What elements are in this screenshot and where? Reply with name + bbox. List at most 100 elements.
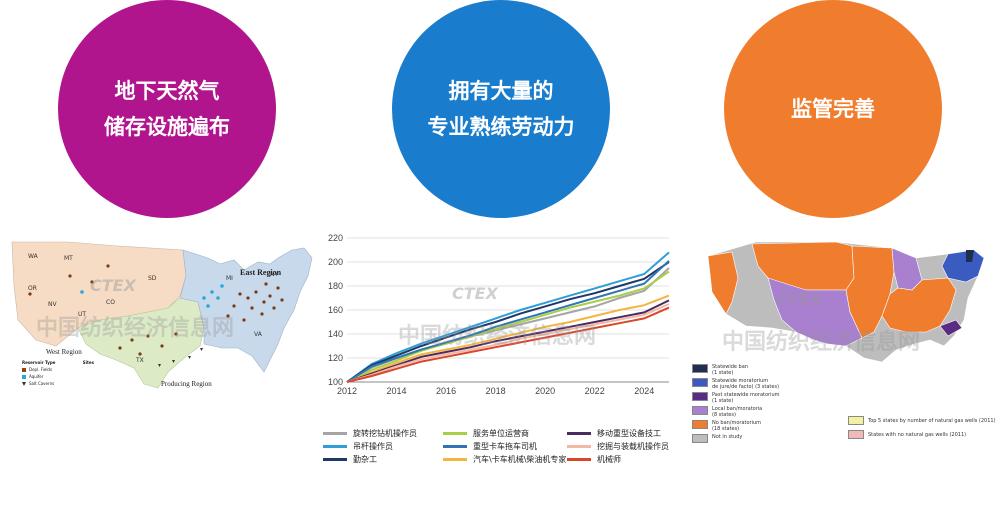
legend-label: 吊杆操作员 [353,442,393,451]
labor-growth-chart-plot: 100 120 140 160 180 200 220 2012 2014 2016 2018 202… [328,233,670,396]
legend-label: States with no natural gas wells (2011) [868,432,967,438]
legend-label: Past statewide moratorium (1 state) [712,392,780,404]
watermark-logo: CTEX [452,284,498,303]
legend-swatch [692,392,708,401]
circle-1-line-1: 地下天然气 [114,79,220,103]
labor-growth-chart: 100 120 140 160 180 200 220 2012 2014 2016 2018 202… [315,228,690,468]
y-tick-label: 100 [328,377,343,387]
storage-facilities-circle: 地下天然气 储存设施遍布 [58,0,276,218]
legend-label: Top 5 states by number of natural gas we… [868,418,996,424]
series-line-5 [346,294,670,383]
circle-2-line-1: 拥有大量的 [448,79,554,103]
regulation-circle: 监管完善 [724,0,942,218]
svg-text:UT: UT [78,311,86,318]
y-tick-label: 140 [328,329,343,339]
producing-region-shape [77,297,205,389]
legend-label: Not in study [712,434,743,440]
legend-swatch [443,432,467,435]
storage-map-legend: Reservoir Type Sites Depl. Fields Aquife… [22,360,94,386]
legend-item-label: Aquifer [29,374,44,379]
svg-text:MT: MT [64,255,73,262]
x-tick-label: 2012 [337,386,357,396]
svg-text:SD: SD [148,275,157,282]
legend-swatch [692,406,708,415]
east-region-label: East Region [240,268,282,277]
depleted-field-icon [22,367,26,372]
legend-label: 服务单位运营商 [473,429,529,438]
legend-label: 旋转挖钻机操作员 [353,429,417,438]
salt-cavern-markers [158,348,203,367]
legend-label: 机械师 [597,455,621,464]
y-tick-label: 220 [328,233,343,243]
state-labels: WA MT OR NV UT CO SD TX MI NY VA [28,253,278,364]
legend-swatch [692,434,708,443]
storage-map-graphic: WA MT OR NV UT CO SD TX MI NY VA [11,241,313,389]
legend-swatch [692,364,708,373]
east-region-shape [179,247,313,373]
regulation-map-graphic [707,241,985,363]
legend-swatch [323,445,347,448]
legend-label: Statewide ban (1 state) [712,364,748,376]
legend-swatch [848,430,864,439]
series-line-3 [346,270,670,383]
regulation-map: Statewide ban (1 state) Statewide morator… [686,228,1000,488]
x-tick-label: 2022 [585,386,605,396]
legend-item-label: Salt Caverns [29,381,55,386]
y-tick-label: 120 [328,353,343,363]
series-line-6 [346,299,670,383]
salt-cavern-icon [22,381,26,386]
legend-label: 挖掘与装载机操作员 [597,442,669,451]
aquifer-markers [80,284,224,308]
legend-swatch [692,420,708,429]
west-region-label: West Region [46,348,82,356]
watermark-text: 中国纺织经济信息网 [398,324,597,349]
circle-3-line-1: 监管完善 [791,97,875,121]
x-tick-label: 2020 [535,386,555,396]
legend-label: 移动重型设备技工 [597,429,661,438]
state-shape [767,277,863,347]
legend-swatch [323,458,347,461]
depleted-field-markers [28,264,284,356]
y-tick-label: 160 [328,305,343,315]
aquifer-icon [22,374,26,379]
legend-label: 汽车\卡车机械\柴油机专家 [473,455,567,464]
watermark-text: 中国纺织经济信息网 [36,316,235,341]
svg-text:OR: OR [28,285,37,292]
legend-swatch [443,458,467,461]
svg-text:CO: CO [106,299,115,306]
x-tick-label: 2018 [486,386,506,396]
state-shape [707,251,739,315]
series-line-8 [346,306,670,383]
legend-swatch [443,445,467,448]
legend-label: Local ban/moratoria (8 states) [712,406,763,418]
state-shape [941,249,985,283]
svg-text:VA: VA [254,331,263,338]
circle-2-line-2: 专业熟练劳动力 [427,115,575,139]
legend-item: Depl. Fields [22,367,94,372]
storage-map: WA MT OR NV UT CO SD TX MI NY VA East Region We… [8,236,330,396]
legend-label: No ban/moratorium (18 states) [712,420,762,432]
legend-label: 勤杂工 [353,455,377,464]
watermark-text: 中国纺织经济信息网 [722,330,921,355]
legend-label: Statewide moratorium de jure/de facto) (… [712,378,780,390]
svg-text:NV: NV [48,301,57,308]
svg-text:TX: TX [135,357,144,364]
legend-item: Aquifer [22,374,94,379]
legend-header-type: Reservoir Type [22,360,56,365]
legend-item-label: Depl. Fields [29,367,53,372]
y-tick-label: 180 [328,281,343,291]
legend-swatch [323,432,347,435]
y-tick-label: 200 [328,257,343,267]
legend-label: 重型卡车拖车司机 [473,442,537,451]
svg-text:MI: MI [226,275,233,282]
series-line-2 [346,261,670,383]
state-shape [939,319,963,337]
circle-1-line-2: 储存设施遍布 [104,115,230,139]
legend-swatch [567,458,591,461]
svg-text:WA: WA [28,253,39,260]
series-line-4 [346,260,670,383]
legend-swatch [567,432,591,435]
series-line-1 [346,251,670,383]
legend-swatch [567,445,591,448]
series-line-7 [346,303,670,383]
